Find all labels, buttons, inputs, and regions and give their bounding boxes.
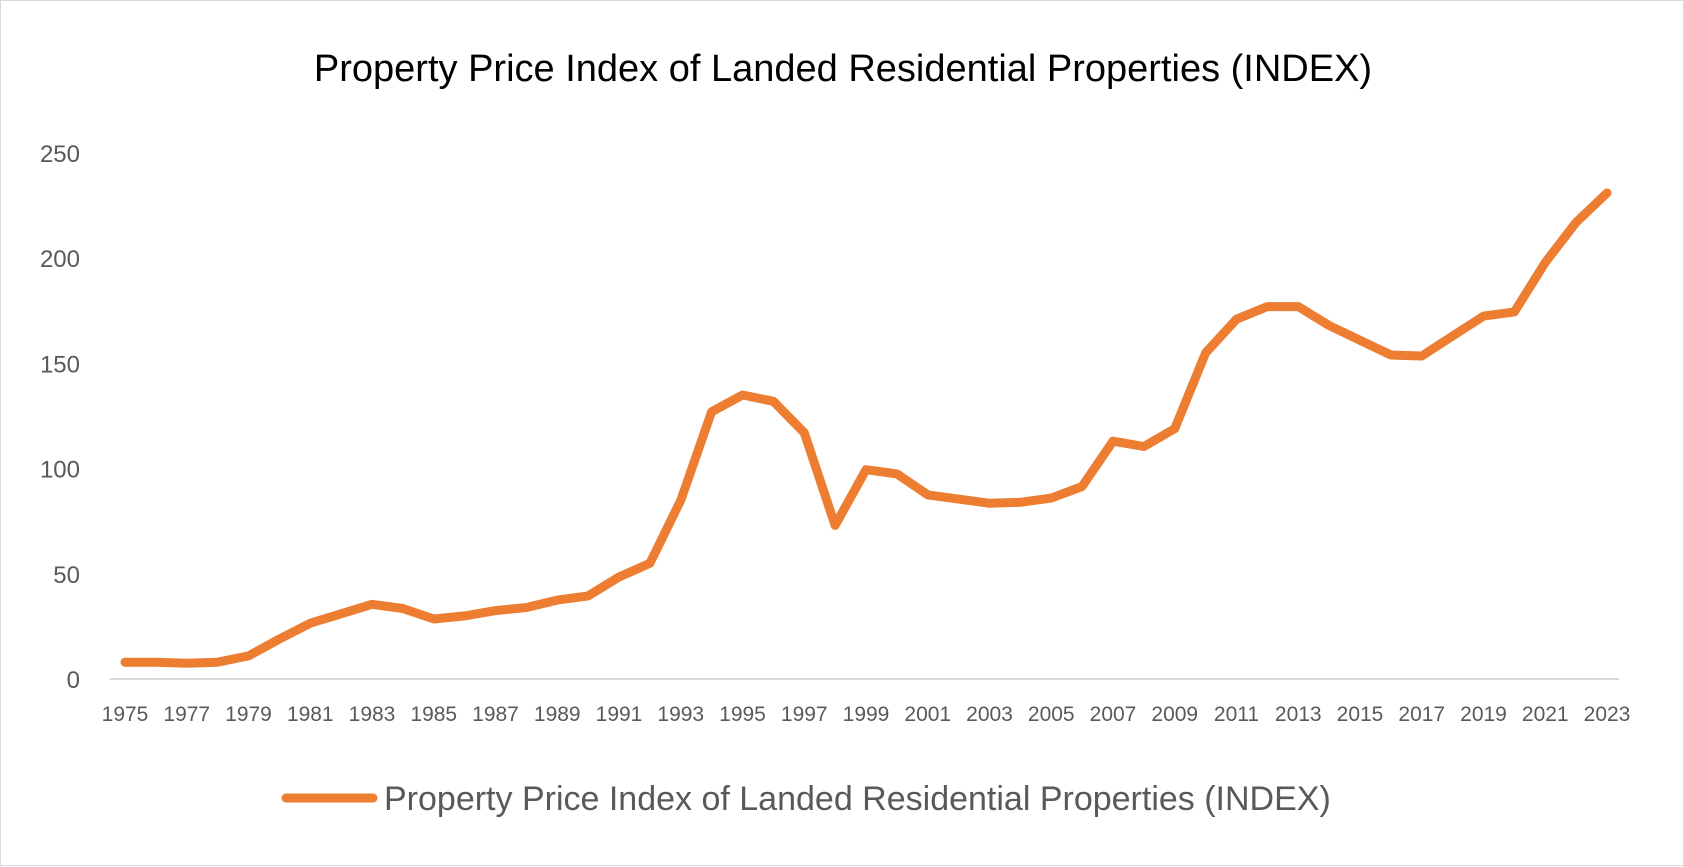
x-tick-label: 1989 <box>534 703 581 726</box>
x-tick-label: 1995 <box>719 703 766 726</box>
x-axis-ticks: 1975 1977 1979 1981 1983 1985 1987 1989 1991 1993… <box>102 703 1631 726</box>
x-tick-label: 2023 <box>1584 703 1631 726</box>
y-tick-label: 0 <box>67 667 80 694</box>
x-tick-label: 2015 <box>1337 703 1384 726</box>
x-tick-label: 1981 <box>287 703 334 726</box>
chart-title: Property Price Index of Landed Residenti… <box>314 48 1372 90</box>
x-tick-label: 2003 <box>966 703 1013 726</box>
series-line <box>125 193 1607 663</box>
x-tick-label: 1983 <box>349 703 396 726</box>
x-tick-label: 1997 <box>781 703 828 726</box>
y-axis-ticks: 0 50 100 150 200 250 <box>40 141 80 694</box>
y-tick-label: 50 <box>53 562 80 589</box>
x-tick-label: 1991 <box>596 703 643 726</box>
x-tick-label: 1993 <box>657 703 704 726</box>
y-tick-label: 250 <box>40 141 80 168</box>
legend: Property Price Index of Landed Residenti… <box>286 780 1331 818</box>
y-tick-label: 100 <box>40 457 80 484</box>
x-tick-label: 2009 <box>1151 703 1198 726</box>
x-tick-label: 2019 <box>1460 703 1507 726</box>
x-tick-label: 2013 <box>1275 703 1322 726</box>
y-tick-label: 150 <box>40 351 80 378</box>
x-tick-label: 1975 <box>102 703 149 726</box>
x-tick-label: 1987 <box>472 703 519 726</box>
x-tick-label: 1999 <box>843 703 890 726</box>
x-tick-label: 2021 <box>1522 703 1569 726</box>
x-tick-label: 2005 <box>1028 703 1075 726</box>
data-points <box>125 193 1607 663</box>
x-tick-label: 2001 <box>904 703 951 726</box>
x-tick-label: 2017 <box>1398 703 1445 726</box>
legend-label: Property Price Index of Landed Residenti… <box>384 780 1331 818</box>
x-tick-label: 1979 <box>225 703 272 726</box>
x-tick-label: 2007 <box>1090 703 1137 726</box>
x-tick-label: 1985 <box>410 703 457 726</box>
x-tick-label: 2011 <box>1214 703 1259 726</box>
y-tick-label: 200 <box>40 246 80 273</box>
x-tick-label: 1977 <box>163 703 210 726</box>
